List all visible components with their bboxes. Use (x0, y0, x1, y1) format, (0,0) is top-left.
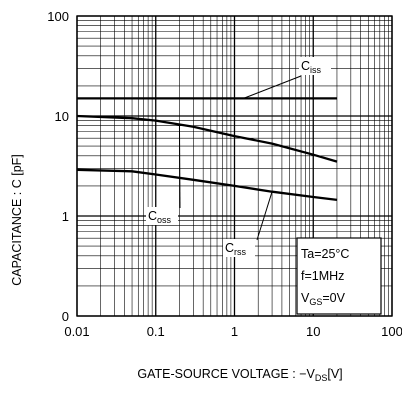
x-tick-label: 10 (306, 324, 320, 339)
series-label-main: C (148, 209, 157, 223)
legend-line-frequency: f=1MHz (301, 269, 344, 283)
series-label-subscript: rss (234, 247, 246, 257)
y-axis-label: CAPACITANCE : C [pF] (10, 154, 24, 286)
x-axis-label-main: GATE-SOURCE VOLTAGE : −V (137, 367, 315, 381)
y-tick-label: 100 (47, 9, 69, 24)
callout-leader-rss (256, 191, 273, 241)
legend-text-main: V (301, 291, 310, 305)
x-tick-label: 1 (231, 324, 238, 339)
series-layer (76, 97, 338, 202)
plot-frame (76, 15, 393, 317)
legend-text-tail: =0V (322, 291, 345, 305)
y-tick-label: 0 (62, 309, 69, 324)
x-axis-label: GATE-SOURCE VOLTAGE : −VDS[V] (137, 367, 342, 383)
series-label-main: C (225, 241, 234, 255)
series-label-rss: Crss (225, 241, 247, 257)
x-tick-label: 0.1 (147, 324, 165, 339)
series-label-main: C (301, 59, 310, 73)
legend-text-main: Ta=25°C (301, 247, 349, 261)
series-label-subscript: oss (157, 215, 172, 225)
y-tick-label: 1 (62, 209, 69, 224)
legend-text-main: f=1MHz (301, 269, 344, 283)
x-axis-label-unit: [V] (327, 367, 342, 381)
legend-text-subscript: GS (309, 297, 322, 307)
x-tick-label: 100 (381, 324, 402, 339)
x-axis-label-subscript: DS (315, 373, 328, 383)
x-tick-label: 0.01 (64, 324, 89, 339)
callout-bg-iss (299, 57, 331, 75)
y-tick-label: 10 (55, 109, 69, 124)
callout-leader-oss (178, 124, 181, 209)
legend-box (296, 237, 382, 315)
legend-line-ambient-temp: Ta=25°C (301, 247, 349, 261)
callout-leader-iss (243, 75, 302, 99)
callout-bg-oss (146, 207, 178, 225)
callout-bg-rss (223, 239, 255, 257)
series-line-rss (76, 168, 338, 202)
series-label-iss: Ciss (301, 59, 322, 75)
series-label-subscript: iss (310, 65, 321, 75)
legend-line-vgs: VGS=0V (301, 291, 346, 307)
series-line-oss (76, 114, 338, 163)
series-label-oss: Coss (148, 209, 172, 225)
tick-labels: 0.01 0.1 1 10 100 0 1 10 100 (47, 9, 402, 339)
